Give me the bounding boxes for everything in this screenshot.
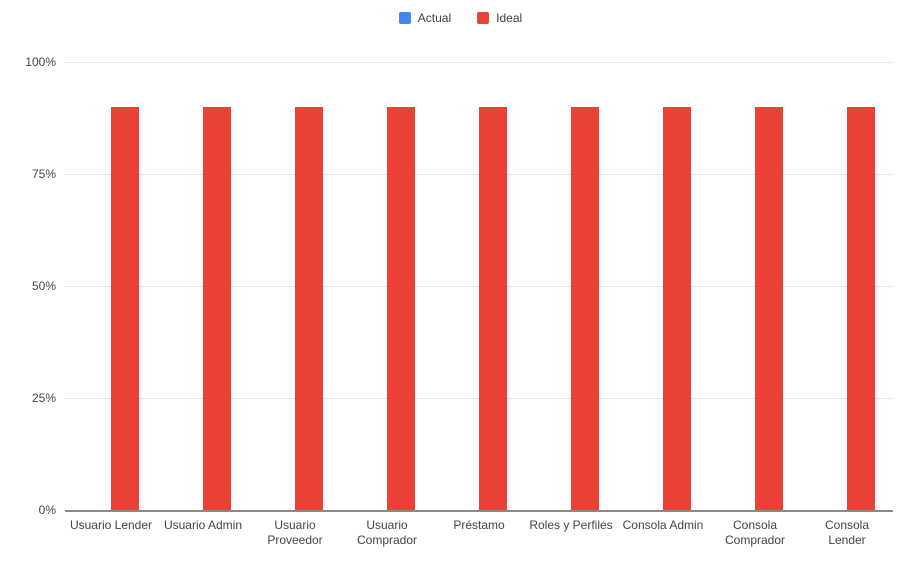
category-slot <box>617 62 709 510</box>
bar-ideal <box>571 106 599 510</box>
y-tick-label: 25% <box>31 391 56 405</box>
x-category-label: Consola Lender <box>824 518 870 547</box>
legend-swatch-actual <box>398 12 411 24</box>
bars-container <box>65 62 893 510</box>
bar-group <box>83 62 139 510</box>
y-tick-label: 0% <box>38 503 56 517</box>
legend-item-actual: Actual <box>398 11 452 25</box>
legend-label: Actual <box>417 11 452 25</box>
category-slot <box>709 62 801 510</box>
category-slot <box>801 62 893 510</box>
x-category-label: Roles y Perfiles <box>529 518 613 532</box>
bar-group <box>819 62 875 510</box>
category-slot <box>249 62 341 510</box>
bar-ideal <box>111 106 139 510</box>
legend-item-ideal: Ideal <box>477 11 522 25</box>
plot-area: Usuario Lender Usuario Admin Usuario Provee… <box>25 55 893 547</box>
x-category-label: Usuario Comprador <box>356 518 418 547</box>
bar-ideal <box>387 106 415 510</box>
category-slot <box>433 62 525 510</box>
bar-ideal <box>203 106 231 510</box>
bar-ideal <box>755 106 783 510</box>
y-tick-label: 75% <box>31 167 56 181</box>
bar-ideal <box>295 106 323 510</box>
x-category-label: Préstamo <box>453 518 505 532</box>
x-category-label: Usuario Lender <box>69 518 153 532</box>
x-category-label: Consola Admin <box>622 518 704 532</box>
x-category-label: Consola Comprador <box>724 518 786 547</box>
category-slot <box>525 62 617 510</box>
bar-group <box>267 62 323 510</box>
bar-ideal <box>847 106 875 510</box>
category-slot <box>65 62 157 510</box>
bar-group <box>727 62 783 510</box>
bar-ideal <box>663 106 691 510</box>
x-category-label: Usuario Admin <box>163 518 243 532</box>
bar-group <box>451 62 507 510</box>
y-tick-label: 100% <box>25 55 56 69</box>
category-slot <box>157 62 249 510</box>
bar-ideal <box>479 106 507 510</box>
legend-label: Ideal <box>496 11 523 25</box>
y-tick-label: 50% <box>31 279 56 293</box>
x-category-label: Usuario Proveedor <box>267 518 323 547</box>
gridline <box>65 62 893 63</box>
bar-group <box>635 62 691 510</box>
bar-group <box>543 62 599 510</box>
bar-group <box>359 62 415 510</box>
chart-legend: Actual Ideal <box>0 11 921 25</box>
category-slot <box>341 62 433 510</box>
bar-group <box>175 62 231 510</box>
x-axis-labels: Usuario Lender Usuario Admin Usuario Provee… <box>65 518 893 548</box>
legend-swatch-ideal <box>477 12 490 24</box>
